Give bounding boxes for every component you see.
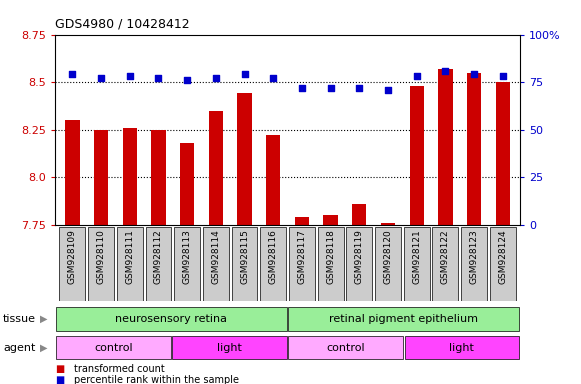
Text: ▶: ▶: [40, 314, 47, 324]
Bar: [117, 227, 143, 301]
Text: light: light: [217, 343, 242, 353]
Text: GDS4980 / 10428412: GDS4980 / 10428412: [55, 18, 190, 31]
Text: GSM928117: GSM928117: [297, 230, 306, 285]
Point: [268, 75, 278, 81]
Bar: [375, 227, 401, 301]
Bar: [151, 130, 166, 225]
Text: ■: ■: [55, 375, 64, 384]
Text: GSM928119: GSM928119: [355, 230, 364, 285]
Bar: [288, 306, 519, 331]
Bar: [438, 69, 453, 225]
Bar: [59, 227, 85, 301]
Point: [498, 73, 507, 79]
Text: GSM928113: GSM928113: [182, 230, 192, 285]
Bar: [180, 143, 195, 225]
Text: GSM928118: GSM928118: [326, 230, 335, 285]
Point: [469, 71, 479, 78]
Bar: [490, 227, 516, 301]
Text: agent: agent: [3, 343, 35, 353]
Point: [326, 85, 335, 91]
Text: neurosensory retina: neurosensory retina: [116, 314, 227, 324]
Text: GSM928110: GSM928110: [96, 230, 106, 285]
Text: percentile rank within the sample: percentile rank within the sample: [74, 375, 239, 384]
Text: GSM928122: GSM928122: [441, 230, 450, 284]
Point: [154, 75, 163, 81]
Point: [240, 71, 249, 78]
Bar: [288, 336, 403, 359]
Bar: [56, 306, 287, 331]
Point: [96, 75, 106, 81]
Point: [182, 77, 192, 83]
Text: GSM928114: GSM928114: [211, 230, 220, 284]
Bar: [467, 73, 481, 225]
Bar: [174, 227, 200, 301]
Bar: [432, 227, 458, 301]
Bar: [404, 227, 429, 301]
Bar: [289, 227, 315, 301]
Bar: [232, 227, 257, 301]
Text: ▶: ▶: [40, 343, 47, 353]
Text: GSM928123: GSM928123: [469, 230, 479, 284]
Bar: [209, 111, 223, 225]
Text: light: light: [450, 343, 474, 353]
Bar: [496, 82, 510, 225]
Text: transformed count: transformed count: [74, 364, 165, 374]
Text: GSM928111: GSM928111: [125, 230, 134, 285]
Bar: [404, 336, 519, 359]
Bar: [260, 227, 286, 301]
Bar: [88, 227, 114, 301]
Bar: [346, 227, 372, 301]
Point: [297, 85, 307, 91]
Bar: [56, 336, 171, 359]
Bar: [94, 130, 108, 225]
Text: GSM928109: GSM928109: [68, 230, 77, 285]
Bar: [318, 227, 343, 301]
Bar: [461, 227, 487, 301]
Point: [412, 73, 421, 79]
Bar: [123, 128, 137, 225]
Point: [354, 85, 364, 91]
Text: GSM928115: GSM928115: [240, 230, 249, 285]
Bar: [238, 93, 252, 225]
Text: GSM928121: GSM928121: [412, 230, 421, 284]
Point: [441, 68, 450, 74]
Text: tissue: tissue: [3, 314, 36, 324]
Bar: [381, 223, 395, 225]
Bar: [324, 215, 338, 225]
Text: GSM928120: GSM928120: [383, 230, 393, 284]
Text: retinal pigment epithelium: retinal pigment epithelium: [329, 314, 478, 324]
Text: GSM928112: GSM928112: [154, 230, 163, 284]
Point: [211, 75, 221, 81]
Text: control: control: [327, 343, 365, 353]
Bar: [266, 135, 281, 225]
Bar: [295, 217, 309, 225]
Bar: [173, 336, 287, 359]
Point: [383, 87, 393, 93]
Bar: [203, 227, 229, 301]
Bar: [410, 86, 424, 225]
Text: control: control: [94, 343, 132, 353]
Bar: [65, 120, 80, 225]
Text: GSM928124: GSM928124: [498, 230, 507, 284]
Bar: [146, 227, 171, 301]
Text: GSM928116: GSM928116: [269, 230, 278, 285]
Text: ■: ■: [55, 364, 64, 374]
Point: [125, 73, 134, 79]
Bar: [352, 204, 367, 225]
Point: [68, 71, 77, 78]
